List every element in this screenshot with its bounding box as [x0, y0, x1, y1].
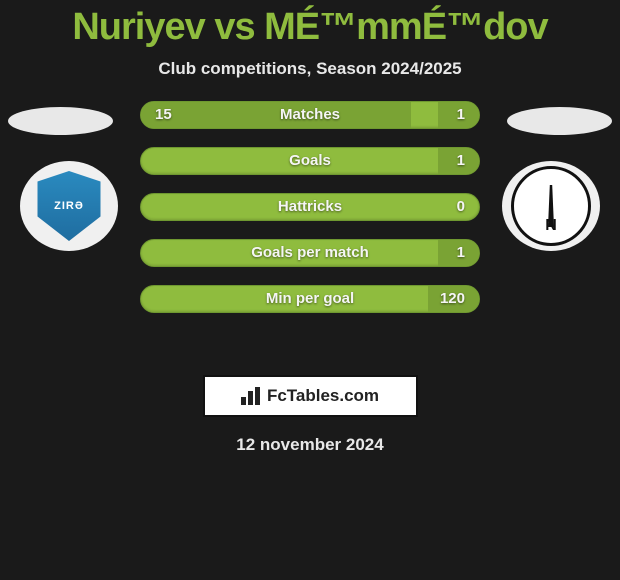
brand-box[interactable]: FcTables.com — [203, 375, 418, 417]
page-title: Nuriyev vs MÉ™mmÉ™dov — [0, 0, 620, 49]
stat-label: Goals — [141, 152, 479, 169]
stat-right-value: 0 — [457, 198, 465, 215]
stat-row: Hattricks0 — [140, 193, 480, 221]
bar-chart-icon — [241, 387, 263, 405]
stat-label: Matches — [141, 106, 479, 123]
stat-row: 15Matches1 — [140, 101, 480, 129]
stat-right-value: 1 — [457, 106, 465, 123]
brand-label: FcTables.com — [267, 386, 379, 406]
oil-derrick-icon: N — [511, 166, 591, 246]
player-left-oval — [8, 107, 113, 135]
stat-row: Goals per match1 — [140, 239, 480, 267]
stat-row: Min per goal120 — [140, 285, 480, 313]
page-subtitle: Club competitions, Season 2024/2025 — [0, 59, 620, 79]
stat-bars: 15Matches1Goals1Hattricks0Goals per matc… — [140, 101, 480, 331]
team-right-label: N — [545, 217, 557, 235]
player-right-oval — [507, 107, 612, 135]
date-label: 12 november 2024 — [0, 435, 620, 455]
stat-right-value: 120 — [440, 290, 465, 307]
stat-right-value: 1 — [457, 152, 465, 169]
shield-icon: ZIRƏ — [34, 171, 104, 241]
stat-label: Hattricks — [141, 198, 479, 215]
team-left-label: ZIRƏ — [54, 200, 84, 212]
stat-right-value: 1 — [457, 244, 465, 261]
stat-label: Goals per match — [141, 244, 479, 261]
team-logo-left: ZIRƏ — [20, 161, 118, 251]
team-logo-right: N — [502, 161, 600, 251]
comparison-panel: ZIRƏ N 15Matches1Goals1Hattricks0Goals p… — [0, 101, 620, 361]
stat-label: Min per goal — [141, 290, 479, 307]
stat-row: Goals1 — [140, 147, 480, 175]
